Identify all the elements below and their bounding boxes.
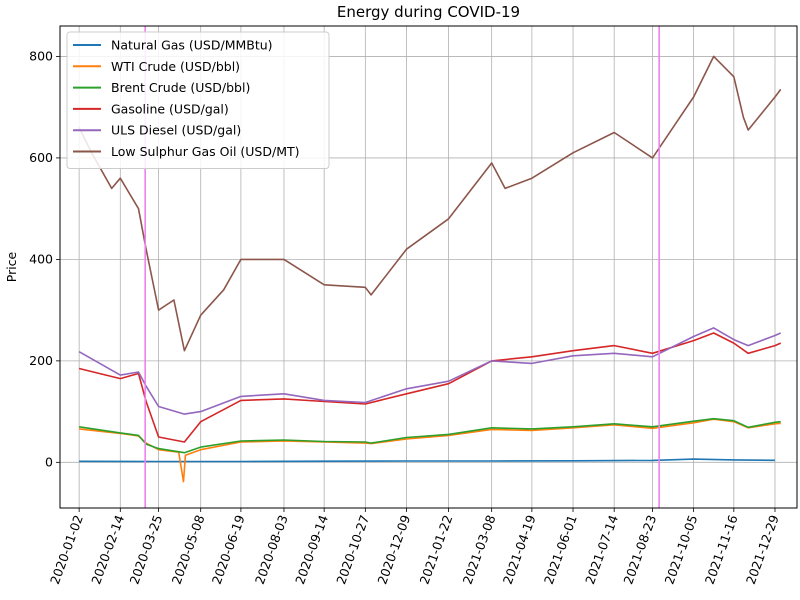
legend: Natural Gas (USD/MMBtu) WTI Crude (USD/bb… [66,31,330,169]
series-lines [78,55,782,483]
x-tick-label: 2021-11-16 [702,513,741,586]
y-tick-label: 800 [29,48,53,63]
x-tick-label: 2020-08-03 [252,513,291,586]
legend-label: WTI Crude (USD/bbl) [111,59,240,74]
x-tick-label: 2020-01-02 [47,513,86,586]
series-line-1 [79,458,776,463]
legend-label: Brent Crude (USD/bbl) [111,80,250,95]
plot-frame [59,25,798,509]
y-tick-label: 400 [29,251,53,266]
x-tick-label: 2020-05-08 [169,513,208,586]
legend-label: Low Sulphur Gas Oil (USD/MT) [111,144,300,159]
x-tick-label: 2020-02-14 [88,513,127,586]
x-tick-label: 2020-12-09 [374,513,413,586]
series-line-2 [79,418,781,483]
x-tick-label: 2020-09-14 [292,513,331,586]
x-tick-label: 2021-07-14 [582,513,621,586]
series-line-6 [78,55,782,352]
x-tick-label: 2020-03-25 [126,513,165,586]
x-tick-label: 2021-12-29 [743,513,782,586]
series-line-3 [78,417,781,454]
x-tick-label: 2021-08-23 [620,513,659,586]
x-tick-label: 2021-03-08 [460,513,499,586]
legend-label: ULS Diesel (USD/gal) [111,123,241,138]
x-tick-label: 2020-10-27 [333,513,372,586]
y-tick-label: 0 [45,454,53,469]
y-tick-label: 200 [29,353,53,368]
x-tick-label: 2021-10-05 [662,513,701,586]
series-line-4 [78,332,782,443]
x-tick-label: 2021-06-01 [541,513,580,586]
x-tick-label: 2020-06-19 [209,513,248,586]
y-axis-label: Price [4,251,19,282]
legend-label: Gasoline (USD/gal) [111,101,229,116]
legend-box [66,31,330,169]
y-tick-label: 600 [29,150,53,165]
chart-title: Energy during COVID-19 [337,3,520,21]
legend-label: Natural Gas (USD/MMBtu) [111,38,273,53]
x-tick-label: 2021-04-19 [500,513,539,586]
x-tick-label: 2021-01-22 [416,513,455,586]
series-line-5 [78,327,782,415]
